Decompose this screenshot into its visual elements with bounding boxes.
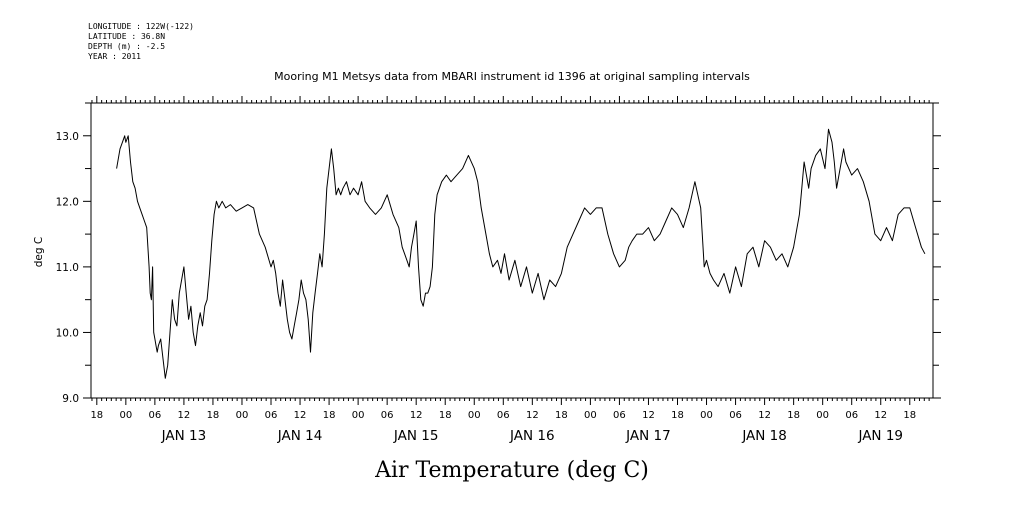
plot-frame bbox=[90, 102, 934, 399]
x-hour-label: 12 bbox=[642, 410, 655, 421]
x-day-label: JAN 16 bbox=[509, 428, 555, 444]
x-hour-label: 12 bbox=[294, 410, 307, 421]
x-hour-label: 18 bbox=[555, 410, 568, 421]
x-hour-label: 18 bbox=[90, 410, 103, 421]
x-axis-title: Air Temperature (deg C) bbox=[374, 458, 649, 483]
x-hour-label: 00 bbox=[468, 410, 481, 421]
x-hour-label: 18 bbox=[207, 410, 220, 421]
meta-year: YEAR : 2011 bbox=[88, 52, 141, 61]
x-hour-label: 18 bbox=[903, 410, 916, 421]
x-hour-label: 12 bbox=[526, 410, 539, 421]
y-tick-label: 10.0 bbox=[56, 327, 79, 339]
series-line bbox=[116, 128, 926, 379]
meta-latitude: LATITUDE : 36.8N bbox=[88, 32, 165, 41]
y-tick-label: 12.0 bbox=[56, 196, 79, 208]
x-hour-label: 06 bbox=[149, 410, 162, 421]
x-hour-label: 00 bbox=[236, 410, 249, 421]
x-hour-label: 06 bbox=[613, 410, 626, 421]
x-hour-label: 12 bbox=[410, 410, 423, 421]
meta-header: LONGITUDE : 122W(-122) LATITUDE : 36.8N … bbox=[88, 22, 194, 61]
chart-title: Mooring M1 Metsys data from MBARI instru… bbox=[274, 70, 750, 83]
meta-longitude: LONGITUDE : 122W(-122) bbox=[88, 22, 194, 31]
x-day-label: JAN 15 bbox=[393, 428, 439, 444]
x-day-label: JAN 13 bbox=[161, 428, 207, 444]
x-hour-label: 06 bbox=[497, 410, 510, 421]
x-hour-label: 18 bbox=[323, 410, 336, 421]
x-day-label: JAN 19 bbox=[857, 428, 903, 444]
y-axis-label: deg C bbox=[33, 237, 45, 267]
y-tick-label: 11.0 bbox=[56, 262, 79, 274]
x-day-label: JAN 18 bbox=[741, 428, 787, 444]
x-day-label: JAN 14 bbox=[277, 428, 323, 444]
x-hour-label: 12 bbox=[758, 410, 771, 421]
y-tick-label: 13.0 bbox=[56, 131, 79, 143]
x-hour-label: 00 bbox=[816, 410, 829, 421]
x-hour-label: 06 bbox=[729, 410, 742, 421]
x-hour-label: 12 bbox=[178, 410, 191, 421]
axis-layer: 9.0 10.0 11.0 12.0 13.0 18 00 06 12 18 00 06 12 18 00 0… bbox=[56, 96, 941, 444]
x-hour-label: 12 bbox=[874, 410, 887, 421]
x-hour-label: 18 bbox=[787, 410, 800, 421]
series-layer bbox=[116, 128, 926, 379]
x-hour-label: 00 bbox=[584, 410, 597, 421]
x-day-label: JAN 17 bbox=[625, 428, 671, 444]
x-hour-label: 18 bbox=[671, 410, 684, 421]
x-hour-label: 18 bbox=[439, 410, 452, 421]
meta-depth: DEPTH (m) : -2.5 bbox=[88, 42, 165, 51]
x-hour-label: 06 bbox=[265, 410, 278, 421]
x-hour-label: 00 bbox=[119, 410, 132, 421]
x-hour-label: 06 bbox=[845, 410, 858, 421]
x-hour-label: 00 bbox=[700, 410, 713, 421]
x-hour-label: 06 bbox=[381, 410, 394, 421]
y-tick-label: 9.0 bbox=[62, 393, 79, 405]
x-hour-label: 00 bbox=[352, 410, 365, 421]
